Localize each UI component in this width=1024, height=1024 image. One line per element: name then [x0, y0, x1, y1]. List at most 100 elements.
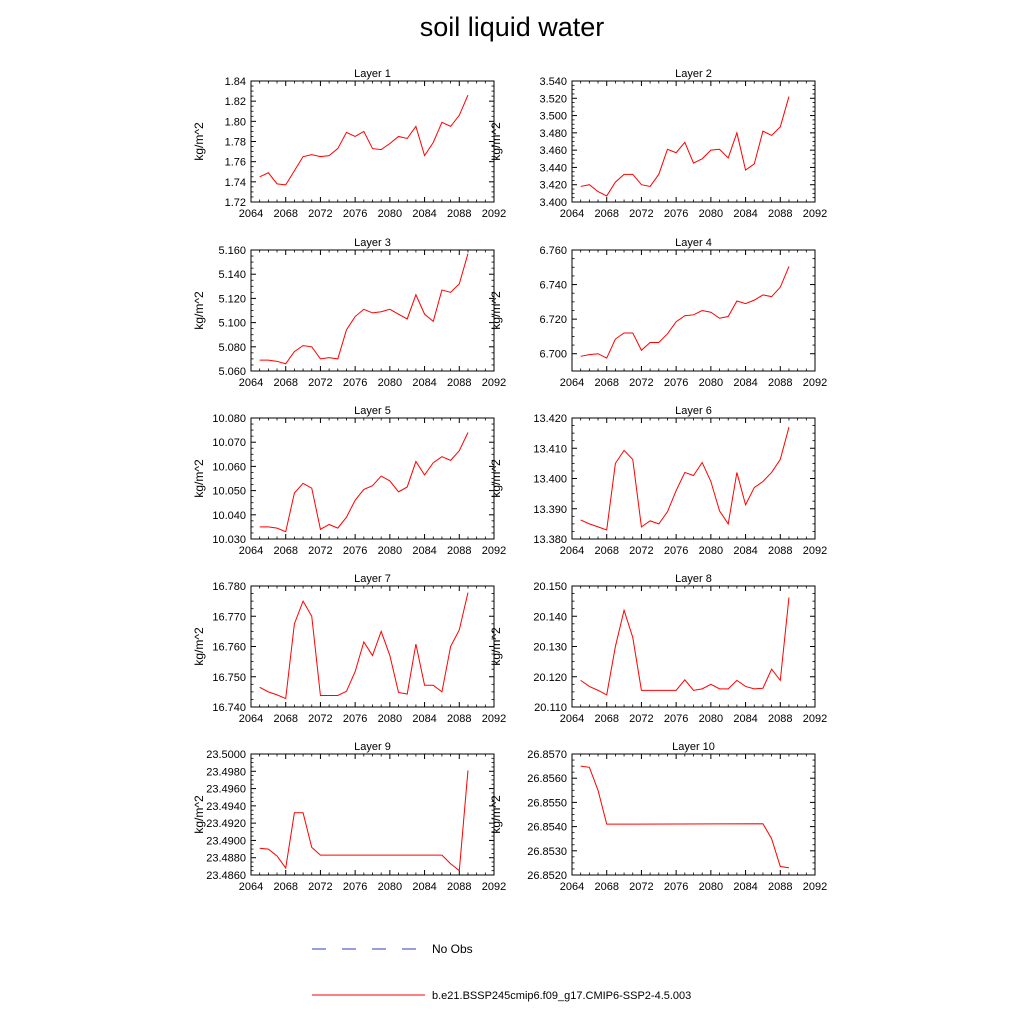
y-tick-label: 3.420 — [539, 180, 567, 192]
y-tick-label: 23.4960 — [206, 784, 246, 796]
x-tick-label: 2068 — [273, 377, 297, 389]
y-tick-label: 6.740 — [539, 280, 567, 292]
x-tick-label: 2064 — [239, 713, 263, 725]
x-tick-label: 2080 — [378, 377, 402, 389]
y-tick-label: 5.080 — [218, 342, 246, 354]
y-tick-label: 1.76 — [225, 157, 246, 169]
y-tick-label: 23.4860 — [206, 870, 246, 882]
x-tick-label: 2064 — [560, 713, 584, 725]
series-line-layer-10 — [580, 765, 790, 869]
y-tick-label: 13.420 — [533, 413, 567, 425]
x-tick-label: 2092 — [803, 545, 827, 557]
y-tick-label: 6.700 — [539, 349, 567, 361]
y-tick-label: 1.78 — [225, 137, 246, 149]
y-tick-label: 23.5000 — [206, 749, 246, 761]
chart-panel-layer-3: Layer 3 2064 2068 2072 2076 2080 2084 2088 2092 5… — [192, 237, 506, 389]
panel-title: Layer 9 — [354, 741, 391, 753]
x-tick-label: 2076 — [664, 713, 688, 725]
x-tick-label: 2084 — [733, 377, 757, 389]
y-axis-label: kg/m^2 — [489, 291, 503, 330]
chart-panel-layer-4: Layer 4 2064 2068 2072 2076 2080 2084 2088 2092 6… — [489, 237, 827, 389]
y-tick-label: 3.400 — [539, 197, 567, 209]
x-tick-label: 2088 — [768, 713, 792, 725]
x-tick-label: 2092 — [482, 545, 506, 557]
plot-frame — [250, 249, 495, 372]
x-tick-label: 2072 — [308, 377, 332, 389]
y-tick-label: 16.750 — [212, 672, 246, 684]
x-tick-label: 2084 — [412, 545, 436, 557]
x-tick-label: 2064 — [239, 545, 263, 557]
y-tick-label: 3.460 — [539, 145, 567, 157]
x-tick-label: 2072 — [308, 713, 332, 725]
y-tick-label: 10.050 — [212, 486, 246, 498]
y-tick-label: 13.410 — [533, 443, 567, 455]
x-tick-label: 2072 — [308, 881, 332, 893]
x-tick-label: 2068 — [273, 713, 297, 725]
y-tick-label: 5.100 — [218, 318, 246, 330]
x-tick-label: 2076 — [664, 377, 688, 389]
y-tick-label: 3.540 — [539, 76, 567, 88]
legend-label-no-obs: No Obs — [432, 942, 473, 956]
x-tick-label: 2092 — [803, 208, 827, 220]
x-tick-label: 2088 — [447, 377, 471, 389]
chart-panel-layer-2: Layer 2 2064 2068 2072 2076 2080 2084 2088 2092 3… — [489, 68, 827, 220]
x-tick-label: 2084 — [412, 881, 436, 893]
x-tick-label: 2080 — [699, 208, 723, 220]
x-tick-label: 2064 — [560, 545, 584, 557]
y-tick-label: 10.040 — [212, 510, 246, 522]
y-tick-label: 10.080 — [212, 413, 246, 425]
x-tick-label: 2088 — [447, 208, 471, 220]
x-tick-label: 2072 — [308, 545, 332, 557]
plot-frame — [250, 80, 495, 203]
plot-frame — [571, 585, 816, 708]
y-tick-label: 3.440 — [539, 162, 567, 174]
panel-title: Layer 6 — [675, 405, 712, 417]
x-tick-label: 2068 — [594, 377, 618, 389]
y-tick-label: 20.140 — [533, 611, 567, 623]
y-tick-label: 23.4880 — [206, 853, 246, 865]
legend: No Obs b.e21.BSSP245cmip6.f09_g17.CMIP6-… — [312, 942, 691, 1002]
x-tick-label: 2080 — [699, 377, 723, 389]
y-tick-label: 23.4900 — [206, 835, 246, 847]
chart-panel-layer-9: Layer 9 2064 2068 2072 2076 2080 2084 2088 2092 2… — [192, 741, 506, 893]
y-axis-label: kg/m^2 — [192, 627, 206, 666]
chart-panel-layer-7: Layer 7 2064 2068 2072 2076 2080 2084 2088 2092 1… — [192, 573, 506, 725]
x-tick-label: 2076 — [343, 881, 367, 893]
x-tick-label: 2068 — [273, 208, 297, 220]
x-tick-label: 2068 — [594, 881, 618, 893]
y-tick-label: 10.070 — [212, 437, 246, 449]
x-tick-label: 2092 — [482, 377, 506, 389]
y-tick-label: 1.80 — [225, 116, 246, 128]
y-tick-label: 16.780 — [212, 581, 246, 593]
y-tick-label: 1.82 — [225, 96, 246, 108]
y-axis-label: kg/m^2 — [192, 122, 206, 161]
series-line-layer-3 — [259, 253, 469, 365]
x-tick-label: 2084 — [412, 377, 436, 389]
x-tick-label: 2088 — [768, 545, 792, 557]
chart-panel-layer-8: Layer 8 2064 2068 2072 2076 2080 2084 2088 2092 2… — [489, 573, 827, 725]
series-line-layer-6 — [580, 426, 790, 531]
y-tick-label: 5.120 — [218, 293, 246, 305]
panel-title: Layer 10 — [672, 741, 715, 753]
y-tick-label: 13.400 — [533, 474, 567, 486]
x-tick-label: 2088 — [447, 881, 471, 893]
x-tick-label: 2076 — [343, 545, 367, 557]
legend-label-model: b.e21.BSSP245cmip6.f09_g17.CMIP6-SSP2-4.… — [432, 990, 691, 1002]
x-tick-label: 2084 — [733, 545, 757, 557]
x-tick-label: 2072 — [629, 881, 653, 893]
x-tick-label: 2088 — [447, 545, 471, 557]
x-tick-label: 2064 — [560, 208, 584, 220]
y-tick-label: 16.740 — [212, 702, 246, 714]
y-tick-label: 6.720 — [539, 314, 567, 326]
y-tick-label: 1.84 — [225, 76, 246, 88]
panel-title: Layer 2 — [675, 68, 712, 80]
y-tick-label: 26.8520 — [527, 870, 567, 882]
x-tick-label: 2092 — [482, 881, 506, 893]
x-tick-label: 2068 — [273, 881, 297, 893]
plot-frame — [250, 417, 495, 540]
y-axis-label: kg/m^2 — [489, 627, 503, 666]
x-tick-label: 2092 — [482, 713, 506, 725]
x-tick-label: 2080 — [378, 713, 402, 725]
y-tick-label: 5.140 — [218, 269, 246, 281]
panel-title: Layer 7 — [354, 573, 391, 585]
